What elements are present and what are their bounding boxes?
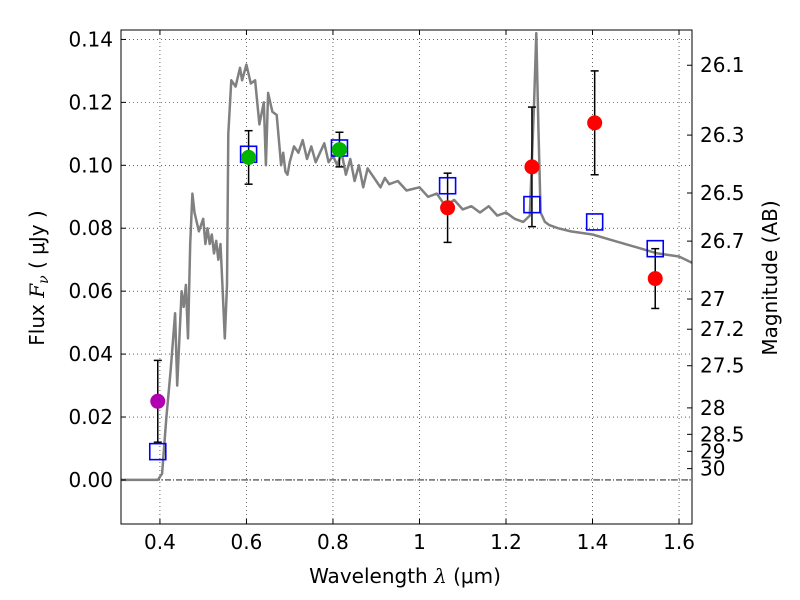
y2-tick-label: 26.1 [700,53,745,77]
data-point [440,200,456,216]
y2-axis-label: Magnitude (AB) [758,200,782,355]
model-square [438,176,457,195]
x-axis-label: Wavelength λ (μm) [309,564,501,588]
y2-tick-label: 28.5 [700,422,745,446]
x-axis-label-unit: (μm) [447,564,501,588]
y2-tick-label: 30 [700,457,725,481]
grid-lines [121,30,692,524]
model-square [523,195,541,214]
data-point [524,159,540,175]
model-square [148,442,167,461]
data-point [587,115,603,131]
y2-tick-label: 26.5 [700,181,745,205]
y-axis-label-subscript: ν [36,275,52,284]
x-axis-label-prefix: Wavelength [309,564,434,588]
y-tick-label: 0.12 [68,90,113,114]
y2-tick-label: 27 [700,287,725,311]
y-tick-label: 0.08 [68,216,113,240]
x-tick-label: 1.4 [577,530,609,554]
y2-tick-label: 29 [700,439,725,463]
model-spectrum-line [121,31,692,482]
y2-tick-label: 27.2 [700,317,745,341]
data-point [241,149,257,165]
x-axis-ticks: 0.4 0.6 0.8 1 1.2 1.4 1.6 [144,30,695,554]
x-tick-label: 1 [413,530,426,554]
y2-tick-label: 28 [700,396,725,420]
y-axis-label-symbol: F [25,283,49,299]
x-tick-label: 0.4 [144,530,176,554]
x-axis-label-symbol: λ [433,564,447,588]
y-axis-ticks: 0.00 0.02 0.04 0.06 0.08 0.10 0.12 0.14 [68,27,126,492]
model-square [646,239,665,258]
y-tick-label: 0.00 [68,468,113,492]
model-spectrum-group [121,31,692,482]
data-point [331,142,347,158]
y-tick-label: 0.06 [68,279,113,303]
y-tick-label: 0.02 [68,405,113,429]
y-tick-label: 0.10 [68,153,113,177]
y-tick-label: 0.04 [68,342,113,366]
y2-tick-label: 26.3 [700,123,745,147]
y-axis-label-unit: ( μJy ) [25,210,49,275]
x-tick-label: 0.8 [317,530,349,554]
y-tick-label: 0.14 [68,27,113,51]
x-tick-label: 1.6 [663,530,695,554]
data-point [150,393,166,409]
y-axis-label-prefix: Flux [25,298,49,346]
y2-tick-label: 26.7 [700,229,745,253]
plot-frame [120,29,693,525]
x-tick-label: 0.6 [231,530,263,554]
observed-photometry-points [150,115,663,409]
x-tick-label: 1.2 [490,530,522,554]
y2-tick-label: 27.5 [700,354,745,378]
model-square [585,213,604,231]
data-point [647,271,663,287]
model-photometry-squares [148,139,665,461]
y-axis-label: Flux Fν ( μJy ) [25,210,52,345]
